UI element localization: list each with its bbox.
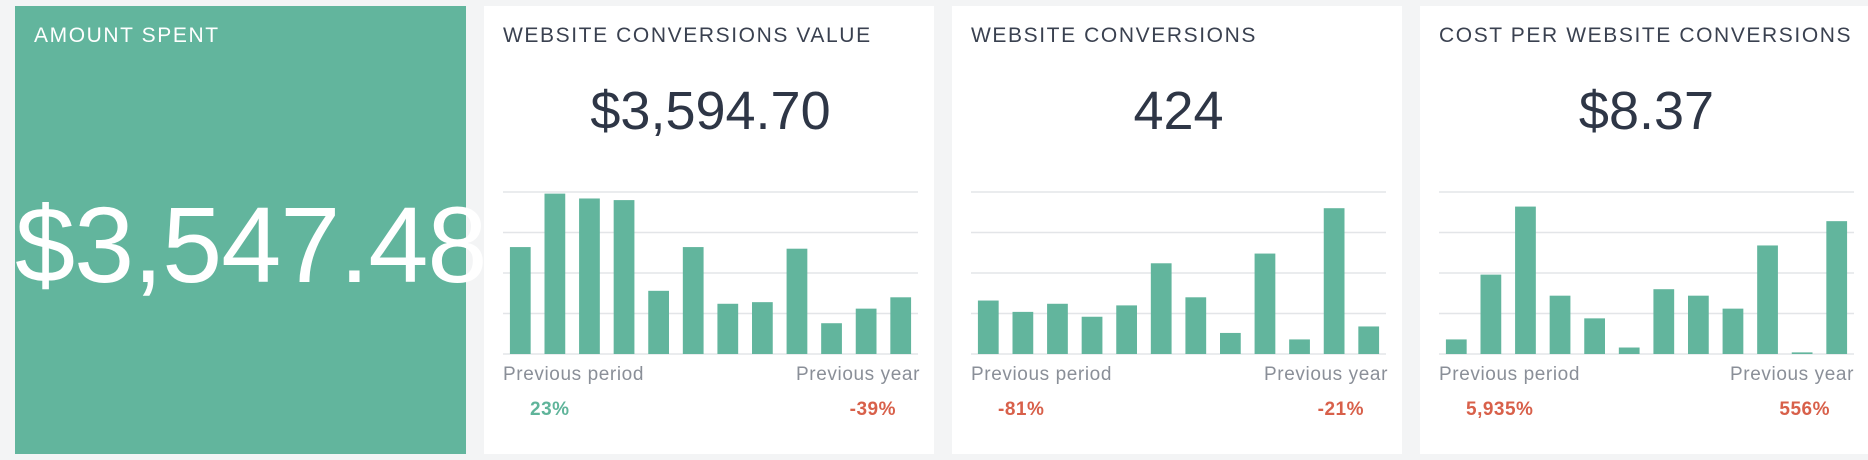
previous-period-change: -81% [998,399,1045,420]
previous-period-change: 23% [530,399,570,420]
bar[interactable] [1081,316,1103,354]
bar[interactable] [821,323,842,354]
bar[interactable] [509,247,531,354]
bar[interactable] [1445,339,1467,354]
amount-spent-widget[interactable]: AMOUNT SPENT $3,547.48 [15,6,487,454]
widget-title: AMOUNT SPENT [34,24,220,47]
bar[interactable] [717,303,739,354]
bar[interactable] [1480,274,1502,354]
amount-spent-value: $3,547.48 [15,184,487,305]
website-conversions-count: 424 [1133,81,1224,141]
bar[interactable] [1757,245,1778,354]
bar-chart [503,184,918,356]
bar[interactable] [682,247,704,354]
bar-chart-svg [503,191,918,355]
bar[interactable] [1618,347,1640,354]
widget-title: WEBSITE CONVERSIONS [971,24,1257,47]
bar[interactable] [1358,326,1380,354]
bar[interactable] [1047,303,1068,354]
cost-per-conversion-amount: $8.37 [1578,81,1715,141]
bar[interactable] [1791,352,1813,354]
bar[interactable] [1220,332,1241,354]
cost-per-website-conversion-widget[interactable]: COST PER WEBSITE CONVERSIONS $8.37 Previ… [1420,6,1868,454]
bar[interactable] [1012,311,1034,354]
website-conversions-value-amount: $3,594.70 [590,81,831,141]
bar[interactable] [1549,295,1571,354]
bar[interactable] [613,200,635,354]
bar[interactable] [1653,289,1675,354]
bar[interactable] [890,297,912,354]
bar-chart [971,184,1386,356]
previous-year-label: Previous year [1264,364,1388,385]
previous-year-label: Previous year [1730,364,1854,385]
previous-year-change: -21% [1317,399,1364,420]
bar[interactable] [855,308,877,354]
bar[interactable] [1722,308,1744,354]
bar[interactable] [1116,305,1137,354]
bar[interactable] [579,198,600,354]
bar[interactable] [648,290,669,354]
website-conversions-value-widget[interactable]: WEBSITE CONVERSIONS VALUE $3,594.70 Prev… [484,6,934,454]
bar[interactable] [1584,318,1605,354]
bar-chart [1439,184,1854,356]
previous-year-change: 556% [1779,399,1830,420]
website-conversions-widget[interactable]: WEBSITE CONVERSIONS 424 Previous period … [952,6,1402,454]
bar[interactable] [1688,295,1709,354]
bar[interactable] [752,302,773,354]
previous-period-label: Previous period [503,364,645,385]
previous-period-change: 5,935% [1466,399,1534,420]
bar[interactable] [544,193,566,354]
bar-chart-svg [971,191,1386,355]
bar[interactable] [1150,263,1172,354]
bar-chart-svg [1439,191,1854,355]
previous-period-label: Previous period [1439,364,1581,385]
previous-year-label: Previous year [796,364,920,385]
bar[interactable] [1289,339,1310,354]
previous-year-change: -39% [849,399,896,420]
widget-title: COST PER WEBSITE CONVERSIONS [1439,24,1853,47]
widget-title: WEBSITE CONVERSIONS VALUE [503,24,872,47]
bar[interactable] [1515,206,1536,354]
bar[interactable] [1826,221,1848,354]
bar[interactable] [786,248,808,354]
bar[interactable] [1323,208,1345,354]
bar[interactable] [1254,253,1276,354]
previous-period-label: Previous period [971,364,1113,385]
bar[interactable] [1185,297,1207,354]
bar[interactable] [977,300,999,354]
